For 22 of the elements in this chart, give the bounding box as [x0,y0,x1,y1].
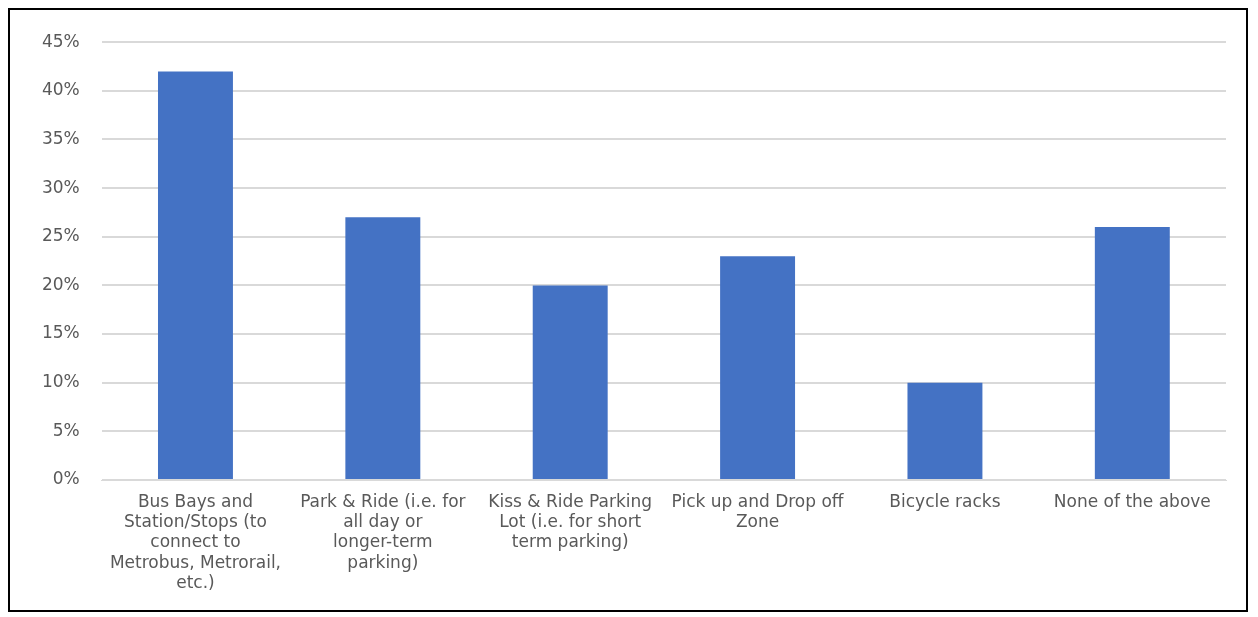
y-tick-label: 5% [52,419,80,440]
x-tick-label: Kiss & Ride Parking Lot (i.e. for short term parking) [488,490,653,552]
x-tick-label: Bicycle racks [889,490,1001,511]
y-tick-label: 10% [41,371,80,392]
y-tick-label: 15% [41,322,80,343]
y-tick-label: 20% [41,273,80,294]
bar [158,71,233,479]
bar [345,217,421,479]
bar [720,256,796,479]
bar [907,382,983,479]
y-tick-label: 30% [41,176,80,197]
y-tick-label: 0% [52,468,80,489]
x-tick-label: Bus Bays and Station/Stops (to connect to Metrobus, Metrorail, etc.) [109,490,282,593]
bar [1094,227,1170,479]
x-tick-label: Pick up and Drop off Zone [671,490,845,532]
y-tick-label: 35% [41,127,80,148]
bar [532,285,608,479]
x-tick-label: Park & Ride (i.e. for all day or longer-term parking) [300,490,466,572]
x-tick-label: None of the above [1053,490,1211,511]
y-tick-label: 40% [41,79,80,100]
y-tick-label: 25% [41,225,80,246]
y-tick-label: 45% [41,30,80,51]
